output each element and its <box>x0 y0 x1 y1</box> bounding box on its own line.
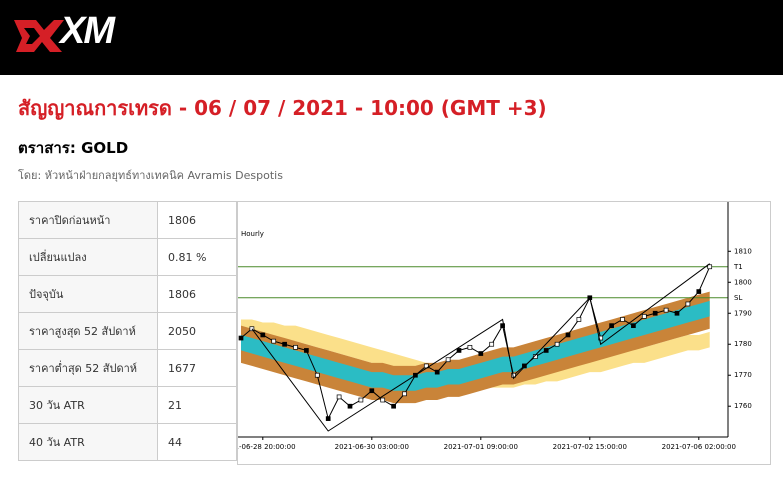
zigzag <box>251 263 710 432</box>
band <box>241 291 710 404</box>
price-point <box>663 307 669 313</box>
stats-table: ราคาปิดก่อนหน้า 1806 เปลี่ยนแปลง 0.81 % ปัจจ… <box>18 201 237 461</box>
x-tick-label: 2021-07-02 15:00:00 <box>553 443 627 451</box>
value-cell: 44 <box>157 423 237 461</box>
price-point <box>456 348 462 353</box>
instrument: ตราสาร: GOLD <box>18 139 129 157</box>
price-point <box>620 317 625 322</box>
y-tick-label: 1770 <box>734 371 752 379</box>
table-row: ราคาต่ำสุด 52 สัปดาห์ 1677 <box>18 349 237 387</box>
price-point <box>652 310 658 316</box>
value-cell: 1677 <box>157 349 237 387</box>
header-bar: XM <box>0 0 783 75</box>
x-tick-label: 2021-06-30 03:00:00 <box>335 443 409 451</box>
band <box>241 319 710 388</box>
author: โดย: หัวหน้าฝ่ายกลยุทธ์ทางเทคนิค Avramis… <box>18 169 283 182</box>
price-point <box>314 372 320 378</box>
price-point <box>696 289 702 294</box>
label-cell: ราคาปิดก่อนหน้า <box>18 201 158 239</box>
price-point <box>489 341 495 347</box>
price-point <box>249 326 255 332</box>
chart: Hourly T1 SL 1760 1770 1780 1790 1800 1810 21-06-… <box>237 201 771 465</box>
table-row: ปัจจุบัน 1806 <box>18 275 237 313</box>
x-tick-label: 2021-07-01 09:00:00 <box>444 443 518 451</box>
label-cell: ราคาต่ำสุด 52 สัปดาห์ <box>18 349 158 387</box>
value-cell: 1806 <box>157 201 237 239</box>
price-point <box>707 264 713 270</box>
value-cell: 1806 <box>157 275 237 313</box>
page-title: สัญญาณการเทรด - 06 / 07 / 2021 - 10:00 (… <box>18 96 547 120</box>
price-point <box>358 397 364 403</box>
price-point <box>609 323 614 328</box>
price-point <box>336 394 342 400</box>
price-point <box>293 344 298 350</box>
x-tick-label: 21-06-28 20:00:00 <box>237 443 296 451</box>
price-point <box>271 338 277 344</box>
y-tick-label: 1780 <box>734 340 752 348</box>
x-tick-label: 2021-07-06 02:00:00 <box>662 443 736 451</box>
price-point <box>391 403 396 409</box>
price-point <box>238 335 244 341</box>
price-point <box>260 332 266 338</box>
price-point <box>685 301 691 307</box>
price-point <box>674 310 680 316</box>
price-point <box>500 323 505 328</box>
price-point <box>522 363 527 369</box>
value-cell: 0.81 % <box>157 238 237 276</box>
price-point <box>598 335 604 341</box>
table-row: 30 วัน ATR 21 <box>18 386 237 424</box>
chart-title: Hourly <box>241 230 264 238</box>
logo-icon <box>14 20 64 52</box>
price-point <box>304 348 309 353</box>
price-point <box>347 403 353 409</box>
band <box>241 300 710 391</box>
price-point <box>325 416 331 421</box>
value-cell: 21 <box>157 386 237 424</box>
label-cell: 40 วัน ATR <box>18 423 158 461</box>
price-point <box>576 317 582 322</box>
label-cell: ปัจจุบัน <box>18 275 158 313</box>
label-cell: เปลี่ยนแปลง <box>18 238 158 276</box>
level-label: T1 <box>733 263 743 271</box>
price-point <box>402 391 407 397</box>
label-cell: 30 วัน ATR <box>18 386 158 424</box>
price-point <box>565 332 571 338</box>
price-point <box>282 341 287 347</box>
y-tick-label: 1810 <box>734 247 752 255</box>
price-point <box>369 388 375 394</box>
price-point <box>380 397 386 403</box>
logo[interactable]: XM <box>60 10 115 52</box>
y-tick-label: 1760 <box>734 402 752 410</box>
value-cell: 2050 <box>157 312 237 350</box>
price-point <box>543 348 549 353</box>
y-tick-label: 1790 <box>734 309 752 317</box>
level-label: SL <box>734 294 742 302</box>
price-point <box>554 341 560 347</box>
table-row: 40 วัน ATR 44 <box>18 423 237 461</box>
price-point <box>478 351 484 356</box>
price-point <box>631 323 636 328</box>
table-row: เปลี่ยนแปลง 0.81 % <box>18 238 237 276</box>
label-cell: ราคาสูงสุด 52 สัปดาห์ <box>18 312 158 350</box>
y-tick-label: 1800 <box>734 278 752 286</box>
table-row: ราคาปิดก่อนหน้า 1806 <box>18 201 237 239</box>
table-row: ราคาสูงสุด 52 สัปดาห์ 2050 <box>18 312 237 350</box>
price-point <box>641 314 647 319</box>
price-point <box>434 369 440 375</box>
price-point <box>445 357 451 363</box>
price-point <box>467 344 473 350</box>
